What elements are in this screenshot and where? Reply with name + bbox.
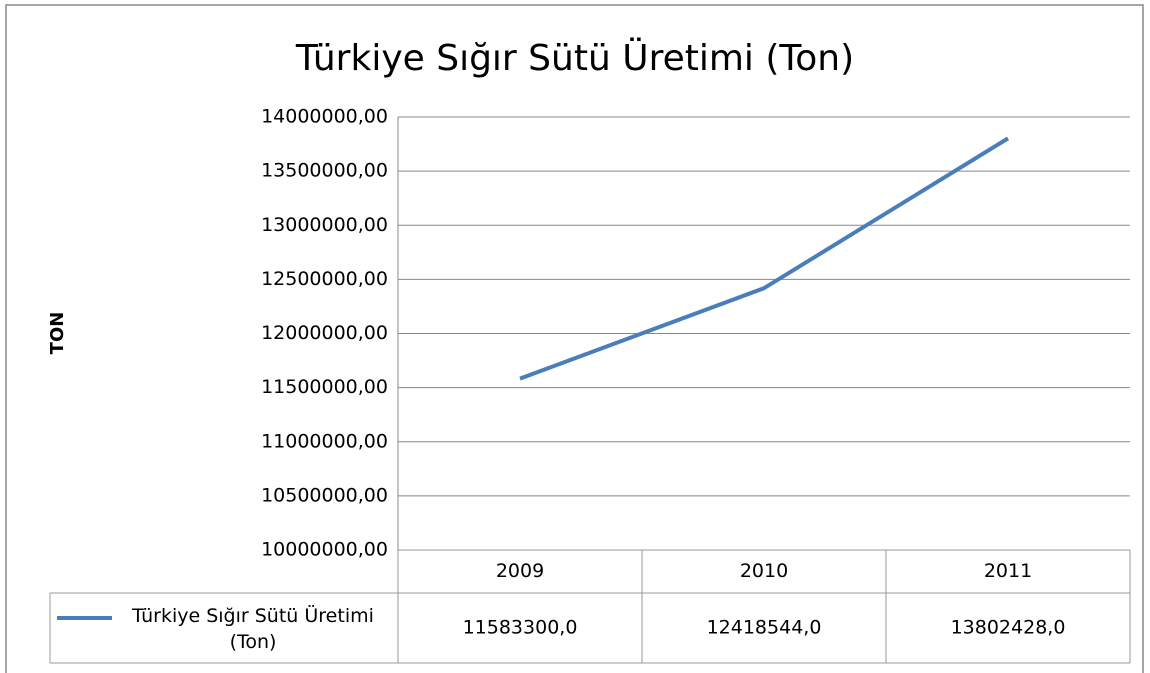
table-value: 12418544,0 [707,617,822,639]
x-tick-label: 2011 [984,560,1032,582]
y-tick-label: 12000000,00 [261,322,388,344]
y-tick-label: 14000000,00 [261,106,388,128]
y-tick-label: 13500000,00 [261,160,388,182]
x-tick-label: 2010 [740,560,788,582]
x-tick-label: 2009 [496,560,544,582]
legend-label: Türkiye Sığır Sütü Üretimi (Ton) [132,605,374,653]
data-line [519,136,1010,381]
chart-title: Türkiye Sığır Sütü Üretimi (Ton) [295,37,854,79]
y-tick-label: 10000000,00 [261,539,388,561]
y-tick-label: 13000000,00 [261,214,388,236]
y-tick-label: 10500000,00 [261,484,388,506]
y-tick-label: 11500000,00 [261,376,388,398]
legend-wrap: Türkiye Sığır Sütü Üretimi (Ton) [132,605,374,653]
chart-frame [5,4,1144,673]
y-tick-label: 12500000,00 [261,268,388,290]
table-value: 13802428,0 [951,617,1066,639]
table-value: 11583300,0 [463,617,578,639]
y-axis-label: TON [47,312,68,355]
y-tick-label: 11000000,00 [261,430,388,452]
